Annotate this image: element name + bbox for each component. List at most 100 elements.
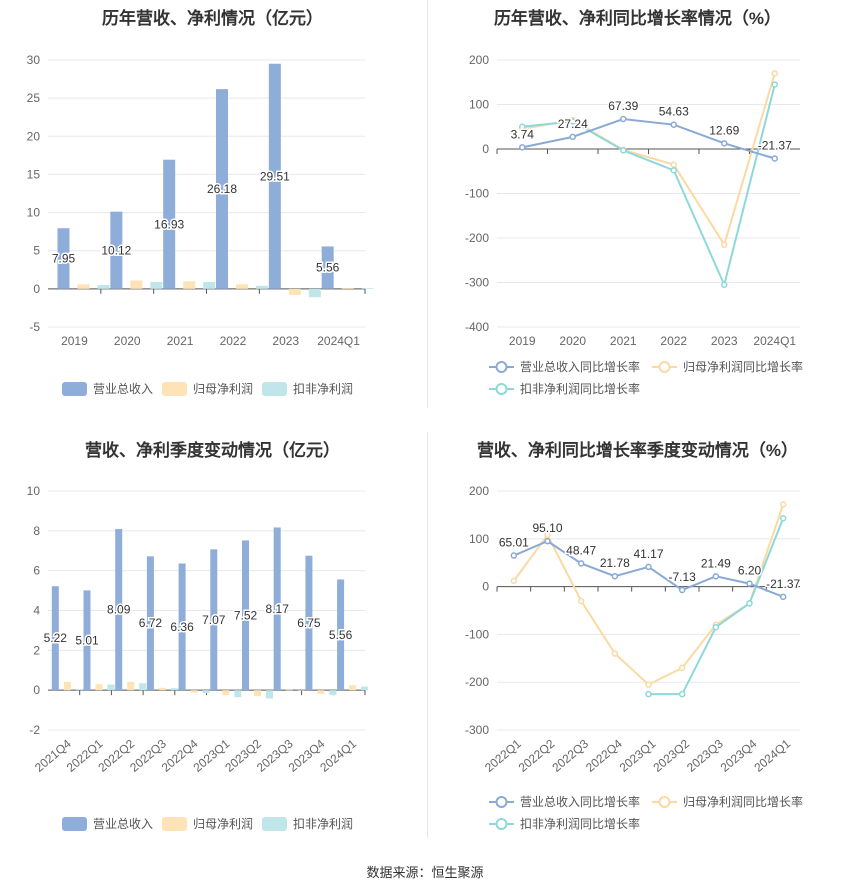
y-tick-label: 10 <box>27 484 41 498</box>
legend-label: 归母净利润同比增长率 <box>683 360 804 374</box>
bar-net-profit <box>349 685 357 691</box>
x-tick-label: 2023 <box>272 334 299 348</box>
bar-deducted-profit <box>361 686 369 691</box>
bar-deducted-profit <box>75 689 83 691</box>
bar-net-profit <box>130 280 143 289</box>
legend-item-revenue[interactable]: 营业总收入 <box>62 380 153 397</box>
data-point <box>645 681 652 688</box>
data-label: -21.37 <box>766 577 800 591</box>
bar-revenue <box>216 89 229 289</box>
data-point <box>779 514 787 522</box>
data-label: 41.17 <box>633 547 663 561</box>
data-label: 67.39 <box>608 99 638 113</box>
legend-item-deducted-profit[interactable]: 扣非净利润 <box>262 380 353 397</box>
data-label: 5.01 <box>75 633 99 647</box>
data-label: 16.93 <box>154 217 184 231</box>
data-point <box>746 580 753 587</box>
quarterly-revenue-profit-panel: 营收、净利季度变动情况（亿元） -2 0 2 4 6 8 10 2021Q4 2022Q1 202… <box>0 430 425 860</box>
data-label: 21.78 <box>600 556 630 570</box>
legend-item-revenue-growth[interactable]: 营业总收入同比增长率 <box>489 793 640 810</box>
legend-item-deducted-profit-growth[interactable]: 扣非净利润同比增长率 <box>489 815 640 832</box>
legend-item-net-profit-growth[interactable]: 归母净利润同比增长率 <box>652 793 803 810</box>
y-tick-label: 0 <box>482 142 489 156</box>
bar-revenue <box>163 159 176 289</box>
x-tick-label: 2024Q1 <box>753 334 796 348</box>
series-line-revenue-growth <box>522 117 776 160</box>
data-point <box>712 573 720 580</box>
chart-title: 历年营收、净利同比增长率情况（%） <box>493 9 782 28</box>
data-label: 6.36 <box>170 620 194 634</box>
legend-item-net-profit-growth[interactable]: 归母净利润同比增长率 <box>652 358 803 375</box>
legend-item-net-profit[interactable]: 归母净利润 <box>162 815 253 832</box>
x-tick-label: 2023Q2 <box>650 736 692 774</box>
data-point <box>721 241 728 248</box>
data-source-note: 数据来源：恒生聚源 <box>366 865 484 880</box>
data-label: 7.95 <box>52 252 76 266</box>
legend-swatch <box>262 816 287 831</box>
legend-line-icon <box>489 817 514 830</box>
bar-deducted-profit <box>361 288 374 289</box>
data-point <box>721 281 728 288</box>
x-tick-label: 2023 <box>711 334 738 348</box>
legend-item-revenue[interactable]: 营业总收入 <box>62 815 153 832</box>
legend-label: 扣非净利润 <box>293 817 354 831</box>
data-label: 29.51 <box>260 169 290 183</box>
bar-revenue <box>51 586 59 691</box>
series-line-deducted-profit-growth <box>522 84 776 288</box>
legend: 营业总收入 归母净利润 扣非净利润 <box>0 380 425 404</box>
y-tick-label: 200 <box>469 484 489 498</box>
legend-line-icon <box>489 382 514 395</box>
data-label: 27.24 <box>558 117 588 131</box>
data-point <box>678 690 686 698</box>
data-point <box>620 147 627 154</box>
bar-revenue <box>83 590 91 691</box>
bar-revenue <box>305 555 313 691</box>
legend-item-revenue-growth[interactable]: 营业总收入同比增长率 <box>489 358 640 375</box>
y-tick-label: 15 <box>27 167 41 181</box>
y-tick-label: 200 <box>469 53 489 67</box>
y-tick-label: 0 <box>482 580 489 594</box>
bar-net-profit <box>190 690 198 693</box>
quarterly-growth-rate-panel: 营收、净利同比增长率季度变动情况（%） -300 -200 -100 0 100 200 2… <box>425 430 850 860</box>
bar-deducted-profit <box>170 688 178 691</box>
legend-label: 归母净利润同比增长率 <box>683 795 804 809</box>
data-point <box>569 133 576 141</box>
legend-label: 营业总收入 <box>93 382 154 396</box>
data-label: 26.18 <box>207 182 237 196</box>
y-tick-label: -200 <box>465 231 489 245</box>
x-tick-label: 2023Q3 <box>684 736 726 774</box>
x-tick-label: 2021 <box>167 334 194 348</box>
legend-line-icon <box>489 795 514 808</box>
data-point <box>569 118 576 125</box>
y-tick-label: 8 <box>33 524 40 538</box>
data-point <box>670 121 677 128</box>
data-label: 54.63 <box>659 105 689 119</box>
legend-line-icon <box>489 360 514 373</box>
y-tick-label: -300 <box>465 276 489 290</box>
bar-revenue <box>178 563 186 691</box>
legend-item-net-profit[interactable]: 归母净利润 <box>162 380 253 397</box>
bar-revenue <box>321 246 334 289</box>
legend-swatch <box>162 381 187 396</box>
data-point <box>678 664 686 672</box>
bar-net-profit <box>341 288 354 289</box>
x-tick-label: 2022Q1 <box>482 736 524 774</box>
chart-title: 营收、净利同比增长率季度变动情况（%） <box>476 441 799 460</box>
legend-line-icon <box>652 360 677 373</box>
data-point <box>779 593 787 601</box>
bar-revenue <box>146 556 154 691</box>
legend-label: 营业总收入同比增长率 <box>520 795 641 809</box>
data-point <box>611 650 619 657</box>
x-tick-label: 2023Q4 <box>718 736 760 774</box>
legend: 营业总收入同比增长率 归母净利润同比增长率 扣非净利润同比增长率 <box>425 358 850 404</box>
legend-item-deducted-profit[interactable]: 扣非净利润 <box>262 815 353 832</box>
bar-net-profit <box>236 284 249 289</box>
bar-deducted-profit <box>203 281 216 289</box>
x-tick-label: 2019 <box>61 334 88 348</box>
x-tick-label: 2023Q1 <box>617 736 659 774</box>
bar-revenue <box>57 228 70 289</box>
bar-net-profit <box>288 288 301 295</box>
annual-growth-rate-chart: -400 -300 -200 -100 0 100 200 2019 2020 2021 2022 2… <box>465 53 800 348</box>
bar-deducted-profit <box>150 281 163 289</box>
legend-item-deducted-profit-growth[interactable]: 扣非净利润同比增长率 <box>489 380 640 397</box>
